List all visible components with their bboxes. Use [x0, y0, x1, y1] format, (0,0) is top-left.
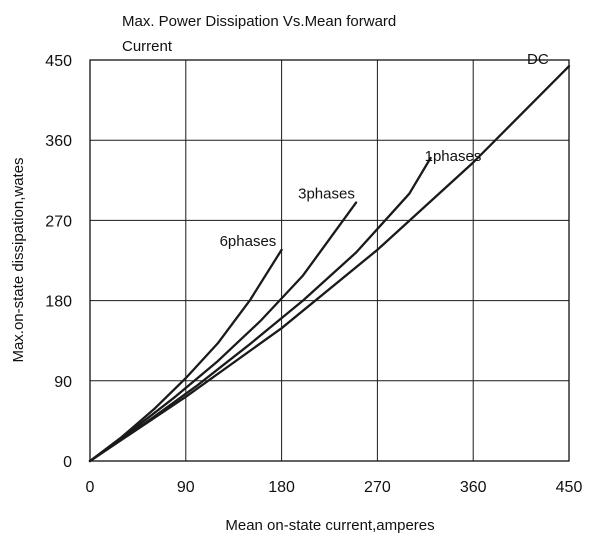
- plot-frame: [89, 59, 570, 462]
- y-tick-label: 0: [63, 454, 72, 471]
- series-labels: 6phases 3phases 1phases DC: [220, 51, 549, 250]
- x-tick-label: 180: [268, 479, 295, 496]
- series-line-dc: [88, 65, 571, 463]
- series-label-1phases: 1phases: [425, 148, 482, 165]
- y-axis-label: Max.on-state dissipation,wates: [10, 157, 27, 362]
- chart-title-line-2: Current: [122, 38, 173, 55]
- y-tick-label: 360: [45, 133, 72, 150]
- x-tick-label: 0: [86, 479, 95, 496]
- y-tick-labels: 0 90 180 270 360 450: [45, 53, 72, 471]
- y-tick-label: 270: [45, 213, 72, 230]
- grid: [90, 60, 569, 461]
- series-line-3phases: [88, 201, 358, 463]
- series-lines: [88, 65, 571, 463]
- chart-title-line-1: Max. Power Dissipation Vs.Mean forward: [122, 13, 396, 30]
- x-tick-label: 270: [364, 479, 391, 496]
- y-tick-label: 90: [54, 374, 72, 391]
- y-tick-label: 450: [45, 53, 72, 70]
- x-tick-label: 450: [556, 479, 583, 496]
- series-label-3phases: 3phases: [298, 186, 355, 203]
- x-tick-label: 90: [177, 479, 195, 496]
- series-line-1phases: [88, 156, 432, 463]
- series-label-dc: DC: [527, 51, 549, 68]
- y-tick-label: 180: [45, 294, 72, 311]
- series-label-6phases: 6phases: [220, 233, 277, 250]
- x-tick-labels: 0 90 180 270 360 450: [86, 479, 583, 496]
- x-axis-label: Mean on-state current,amperes: [225, 517, 434, 534]
- x-tick-label: 360: [460, 479, 487, 496]
